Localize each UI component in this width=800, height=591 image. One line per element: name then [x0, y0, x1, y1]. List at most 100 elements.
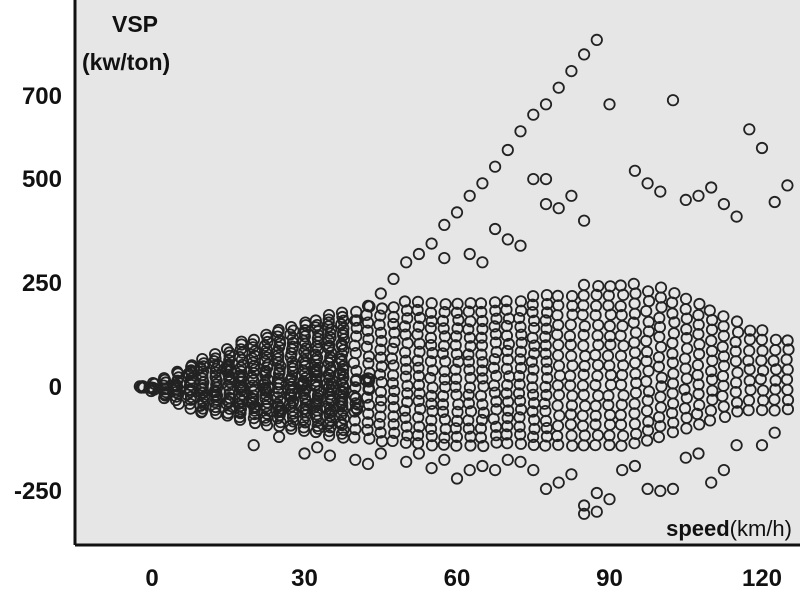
scatter-point	[514, 353, 527, 366]
scatter-point	[705, 476, 718, 489]
scatter-point	[514, 345, 527, 358]
scatter-point	[158, 373, 171, 386]
scatter-point	[450, 347, 463, 361]
scatter-point	[272, 382, 285, 395]
scatter-point	[412, 411, 425, 424]
scatter-point	[463, 463, 476, 477]
scatter-point	[489, 420, 503, 433]
scatter-point	[349, 453, 362, 466]
scatter-point	[744, 383, 757, 396]
scatter-point	[361, 316, 375, 329]
scatter-point	[513, 420, 526, 433]
x-tick-label: 60	[444, 565, 471, 591]
scatter-point	[539, 198, 553, 211]
scatter-point	[426, 364, 439, 377]
scatter-point	[590, 505, 603, 518]
scatter-point	[387, 301, 400, 314]
scatter-point	[526, 388, 540, 401]
scatter-point	[475, 305, 488, 319]
scatter-point	[362, 383, 376, 396]
scatter-point	[362, 332, 375, 346]
scatter-point	[450, 206, 464, 219]
scatter-point	[475, 348, 488, 361]
scatter-point	[425, 429, 438, 443]
scatter-point	[654, 484, 667, 497]
scatter-point	[602, 398, 615, 412]
scatter-point	[565, 468, 578, 481]
scatter-point	[297, 387, 311, 400]
scatter-point	[464, 340, 477, 353]
scatter-point	[490, 403, 503, 416]
scatter-point	[515, 336, 528, 349]
scatter-point	[590, 33, 603, 47]
scatter-point	[386, 377, 399, 390]
scatter-point	[259, 384, 272, 397]
scatter-point	[654, 281, 668, 294]
scatter-point	[286, 384, 299, 398]
scatter-point	[578, 320, 591, 333]
scatter-point	[438, 252, 451, 265]
scatter-point	[335, 306, 349, 319]
scatter-point	[500, 303, 513, 316]
scatter-point	[412, 369, 425, 383]
scatter-point	[425, 237, 438, 250]
scatter-point	[374, 426, 387, 439]
scatter-point	[743, 324, 757, 337]
scatter-point	[374, 326, 387, 339]
scatter-point	[730, 210, 743, 223]
scatter-point	[540, 421, 553, 435]
scatter-point	[615, 308, 628, 322]
scatter-point	[399, 370, 412, 383]
scatter-point	[451, 405, 464, 418]
scatter-point	[425, 297, 438, 310]
scatter-point	[335, 397, 348, 410]
scatter-point	[401, 387, 414, 400]
scatter-point	[324, 331, 337, 344]
scatter-point	[348, 414, 361, 427]
scatter-point	[601, 349, 615, 362]
scatter-point	[271, 330, 284, 343]
scatter-point	[414, 402, 427, 416]
scatter-point	[349, 314, 362, 327]
scatter-point	[652, 360, 666, 373]
scatter-point	[437, 438, 450, 451]
scatter-point	[655, 380, 668, 393]
scatter-point	[500, 428, 513, 441]
scatter-point	[399, 328, 412, 341]
scatter-point	[526, 381, 539, 394]
x-axis-label: speed(km/h)	[666, 516, 792, 541]
scatter-point	[436, 398, 450, 411]
scatter-point	[387, 392, 400, 406]
scatter-point	[335, 352, 348, 365]
scatter-point	[411, 303, 424, 317]
scatter-point	[197, 386, 210, 399]
scatter-point	[589, 309, 602, 322]
scatter-point	[373, 417, 386, 431]
scatter-point	[539, 314, 552, 327]
scatter-point	[359, 373, 372, 386]
scatter-point	[476, 256, 489, 269]
x-tick-labels: 0 30 60 90 120	[145, 565, 782, 591]
scatter-point	[196, 352, 209, 366]
scatter-point	[500, 319, 513, 333]
scatter-point	[249, 416, 262, 430]
scatter-point	[412, 247, 425, 261]
scatter-point	[603, 493, 616, 506]
scatter-point	[387, 359, 400, 372]
scatter-point	[401, 379, 414, 392]
scatter-point	[387, 418, 400, 431]
scatter-point	[375, 360, 388, 373]
scatter-point	[349, 423, 362, 436]
scatter-point	[730, 439, 743, 452]
scatter-point	[603, 98, 616, 111]
scatter-point	[743, 363, 756, 376]
scatter-point	[194, 361, 207, 374]
scatter-point	[310, 397, 323, 410]
y-axis-label-line1: VSP	[112, 11, 158, 37]
scatter-point	[589, 418, 602, 431]
scatter-point	[438, 218, 451, 231]
scatter-point	[565, 65, 578, 78]
scatter-point	[450, 388, 463, 401]
x-axis-label-unit: (km/h)	[730, 516, 792, 541]
scatter-point	[388, 326, 401, 339]
